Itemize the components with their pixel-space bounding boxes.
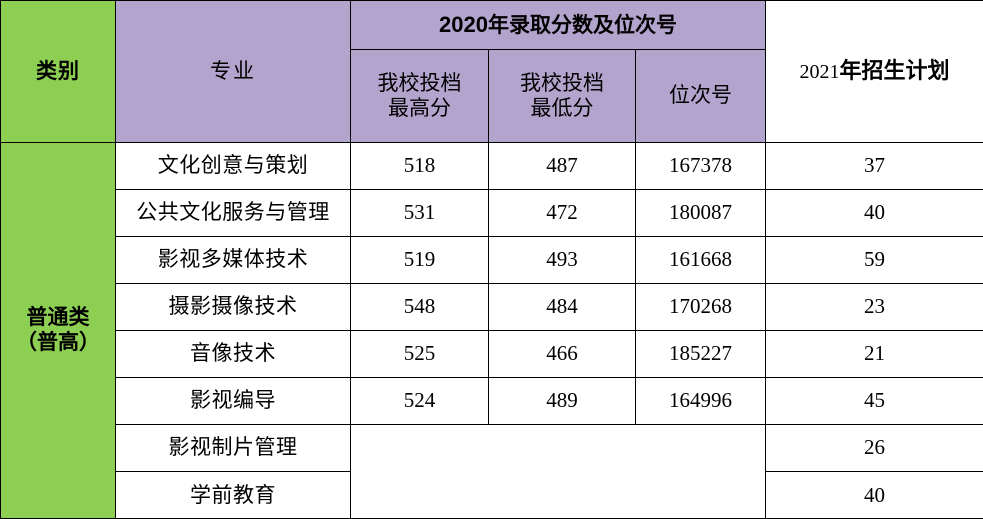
rank-number: 167378 <box>635 141 766 190</box>
table-row: 学前教育 40 <box>1 470 983 519</box>
header-rank-number: 位次号 <box>635 49 766 143</box>
table-row: 公共文化服务与管理 531 472 180087 40 <box>1 188 983 237</box>
header-category: 类别 <box>0 0 116 143</box>
plan-count: 23 <box>765 282 983 331</box>
header-lowest-score-line1: 我校投档 <box>520 71 604 96</box>
highest-score: 519 <box>350 235 489 284</box>
header-lowest-score: 我校投档 最低分 <box>488 49 636 143</box>
header-row-top: 类别 专业 2020年录取分数及位次号 2021年招生计划 <box>0 0 983 143</box>
header-highest-score: 我校投档 最高分 <box>350 49 489 143</box>
header-plan: 2021年招生计划 <box>765 0 983 143</box>
header-plan-year: 2021 <box>799 60 840 83</box>
highest-score: 531 <box>350 188 489 237</box>
empty-score-area <box>350 423 766 519</box>
lowest-score: 493 <box>488 235 636 284</box>
header-score-group-year: 2020 <box>439 12 488 38</box>
rank-number: 185227 <box>635 329 766 378</box>
lowest-score: 489 <box>488 376 636 425</box>
plan-count: 26 <box>765 423 983 472</box>
major-name: 学前教育 <box>115 470 351 519</box>
lowest-score: 472 <box>488 188 636 237</box>
plan-count: 37 <box>765 141 983 190</box>
category-cell-general: 普通类 （普高） <box>0 141 116 519</box>
table-row: 影视多媒体技术 519 493 161668 59 <box>1 235 983 284</box>
rank-number: 180087 <box>635 188 766 237</box>
highest-score: 524 <box>350 376 489 425</box>
table-row: 影视制片管理 26 <box>1 423 983 519</box>
plan-count: 40 <box>765 470 983 519</box>
header-score-group-text: 年录取分数及位次号 <box>487 13 677 38</box>
header-lowest-score-line2: 最低分 <box>530 95 594 120</box>
header-highest-score-line1: 我校投档 <box>377 71 462 96</box>
table-row: 摄影摄像技术 548 484 170268 23 <box>1 282 983 331</box>
major-name: 音像技术 <box>115 329 351 378</box>
header-highest-score-line2: 最高分 <box>388 95 451 120</box>
header-score-group: 2020年录取分数及位次号 <box>350 0 766 51</box>
table-row: 影视编导 524 489 164996 45 <box>1 376 983 425</box>
header-major: 专业 <box>115 0 351 143</box>
table-row: 普通类 （普高） 文化创意与策划 518 487 167378 37 <box>0 141 983 519</box>
plan-count: 21 <box>765 329 983 378</box>
highest-score: 525 <box>350 329 489 378</box>
major-name: 摄影摄像技术 <box>115 282 351 331</box>
highest-score: 548 <box>350 282 489 331</box>
plan-count: 40 <box>765 188 983 237</box>
major-name: 影视编导 <box>115 376 351 425</box>
major-name: 文化创意与策划 <box>115 141 351 190</box>
plan-count: 59 <box>765 235 983 284</box>
table-row: 音像技术 525 466 185227 21 <box>1 329 983 378</box>
major-name: 影视多媒体技术 <box>115 235 351 284</box>
rank-number: 170268 <box>635 282 766 331</box>
category-line2: （普高） <box>16 330 100 355</box>
major-name: 影视制片管理 <box>115 423 351 472</box>
category-line1: 普通类 <box>26 305 90 330</box>
highest-score: 518 <box>350 141 489 190</box>
lowest-score: 466 <box>488 329 636 378</box>
header-plan-text: 年招生计划 <box>839 57 950 83</box>
lowest-score: 487 <box>488 141 636 190</box>
rank-number: 164996 <box>635 376 766 425</box>
lowest-score: 484 <box>488 282 636 331</box>
rank-number: 161668 <box>635 235 766 284</box>
header-row-sub: 我校投档 最高分 我校投档 最低分 位次号 <box>1 49 983 143</box>
plan-count: 45 <box>765 376 983 425</box>
major-name: 公共文化服务与管理 <box>115 188 351 237</box>
